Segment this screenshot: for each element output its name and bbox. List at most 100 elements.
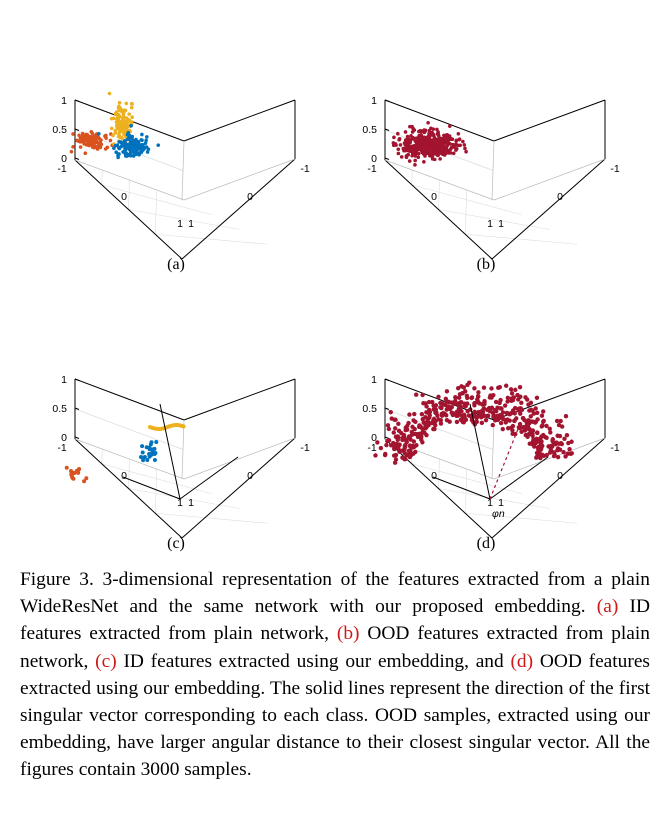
data-point [483, 418, 489, 423]
z-tick-label: 0 [371, 153, 377, 165]
data-point [389, 416, 394, 421]
data-point [104, 133, 108, 138]
caption-prefix: Figure 3. 3-dimensional representation o… [20, 569, 650, 618]
data-point [147, 453, 152, 458]
data-point [482, 398, 487, 404]
data-point [456, 395, 462, 400]
caption-ref-a[interactable]: (a) [596, 596, 619, 618]
data-point [406, 420, 411, 426]
grid-line [465, 512, 578, 524]
data-point [422, 160, 426, 164]
data-point [393, 417, 398, 422]
data-point [141, 458, 146, 463]
figure-panels: 1 0.5 0 -1 0 1 1 0 -1 1 0.5 0 -1 0 1 1 0 -1 1 0.5 0 -1 0 1 1 0 -1 1… [52, 91, 620, 552]
data-point [117, 152, 121, 156]
grid-line [128, 458, 130, 489]
caption-text-c: ID features extracted using our embeddin… [123, 650, 504, 672]
data-point [567, 446, 572, 452]
data-point [497, 400, 502, 406]
data-point [152, 458, 157, 463]
panel-label: (a) [167, 256, 185, 273]
data-point [413, 392, 419, 397]
y-tick-label: 0 [557, 191, 563, 203]
z-tick [384, 436, 390, 439]
data-point [181, 424, 186, 429]
data-point [406, 448, 412, 454]
data-point [378, 445, 384, 451]
axis-edge [74, 159, 185, 201]
data-point [534, 454, 540, 460]
data-point [530, 431, 535, 436]
data-point [527, 441, 532, 446]
grid-line [438, 458, 440, 489]
data-point [420, 426, 425, 431]
data-point [391, 453, 397, 458]
data-point [384, 442, 389, 448]
grid-line [101, 169, 103, 185]
data-point [452, 398, 458, 404]
data-point [431, 416, 437, 422]
x-tick-label: 0 [121, 191, 127, 203]
data-point [476, 390, 481, 395]
data-point [114, 110, 119, 114]
z-tick-label: 1 [61, 95, 67, 107]
data-point [396, 147, 401, 152]
data-point [481, 413, 486, 418]
data-point [399, 155, 404, 159]
data-point [82, 139, 87, 144]
data-point [78, 145, 83, 149]
data-point [140, 132, 144, 137]
data-point [559, 424, 565, 429]
data-point [144, 138, 148, 143]
panel-2: 10.50-101 10-1 [362, 95, 620, 260]
data-point [566, 440, 571, 446]
data-point [538, 455, 543, 461]
data-point [124, 151, 128, 155]
caption-ref-b[interactable]: (b) [336, 623, 360, 645]
data-point [426, 134, 431, 139]
data-point [569, 451, 574, 456]
data-point [408, 437, 413, 442]
z-tick-label: 0 [61, 432, 67, 444]
grid-line [438, 179, 440, 210]
data-point [130, 148, 135, 153]
axis-edge [181, 419, 185, 480]
caption-text-d: OOD features extracted using our embeddi… [20, 650, 650, 781]
data-point [442, 145, 447, 149]
data-point [544, 435, 549, 441]
data-point [475, 393, 481, 399]
panel-label: (d) [476, 535, 496, 552]
y-tick-label: 1 [498, 497, 504, 509]
data-point [509, 410, 515, 416]
data-point [433, 403, 439, 408]
data-point [386, 426, 392, 432]
data-point [140, 450, 145, 455]
data-point [474, 399, 480, 405]
figure-caption: Figure 3. 3-dimensional representation o… [20, 566, 650, 784]
data-point [524, 423, 530, 428]
dashed-sample-line [489, 428, 519, 500]
data-point [457, 400, 463, 405]
data-point [485, 407, 490, 413]
data-point [544, 423, 549, 429]
data-point [419, 141, 424, 146]
panel-label: (c) [167, 535, 185, 552]
caption-ref-d[interactable]: (d) [510, 650, 534, 672]
y-tick-label: 1 [188, 218, 194, 230]
grid-line [411, 184, 522, 216]
z-tick-label: 0.5 [52, 124, 67, 136]
data-point [541, 418, 546, 424]
z-tick [384, 99, 390, 102]
data-point [413, 151, 418, 156]
data-point [435, 140, 439, 145]
data-point [498, 420, 504, 426]
caption-ref-c[interactable]: (c) [95, 650, 117, 672]
data-point [461, 139, 465, 144]
data-point [488, 393, 493, 398]
data-point [113, 131, 118, 135]
z-tick [384, 128, 390, 131]
data-point [519, 429, 524, 434]
data-point [398, 143, 403, 147]
data-point [430, 154, 435, 158]
data-point [509, 396, 514, 401]
